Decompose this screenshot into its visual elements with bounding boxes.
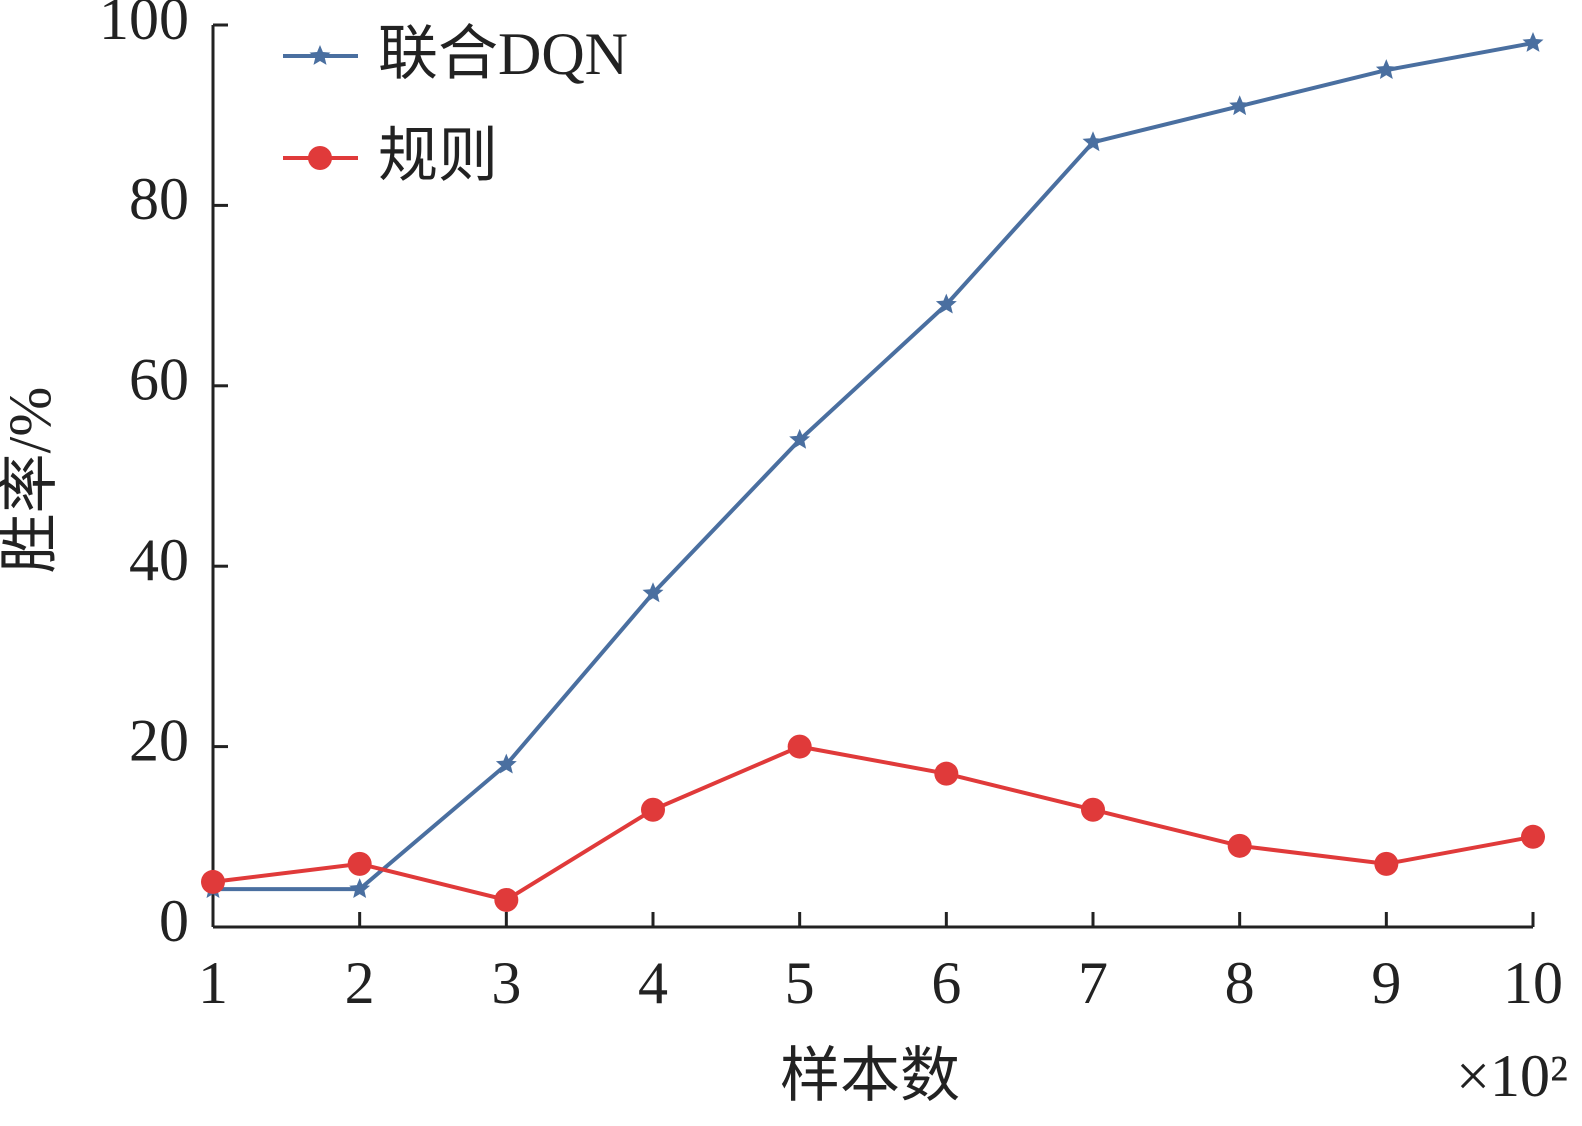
- legend-marker: [309, 45, 331, 65]
- marker: [935, 293, 957, 314]
- marker: [1081, 797, 1105, 822]
- marker: [347, 851, 372, 876]
- y-tick-label: 80: [129, 166, 189, 232]
- x-tick-label: 10: [1503, 950, 1563, 1016]
- x-tick-label: 1: [198, 950, 228, 1016]
- y-tick-label: 0: [159, 888, 189, 954]
- x-tick-label: 4: [638, 950, 668, 1016]
- marker: [1522, 32, 1544, 52]
- marker: [1521, 824, 1545, 849]
- y-tick-label: 20: [129, 707, 189, 773]
- marker: [641, 797, 665, 822]
- legend-marker: [308, 146, 332, 170]
- y-tick-label: 100: [99, 0, 189, 52]
- x-tick-label: 5: [785, 950, 815, 1016]
- marker: [494, 887, 519, 912]
- x-tick-label: 2: [345, 950, 375, 1016]
- marker: [1082, 131, 1104, 152]
- series-line: [213, 41, 1534, 892]
- x-tick-label: 6: [931, 950, 961, 1016]
- x-tick-label: 3: [491, 950, 521, 1016]
- marker: [787, 734, 812, 759]
- y-tick-label: 60: [129, 347, 189, 413]
- x-tick-label: 7: [1078, 950, 1108, 1016]
- marker: [349, 878, 371, 898]
- series-line: [212, 744, 1534, 903]
- legend-label: 规则: [378, 123, 498, 189]
- x-tick-label: 9: [1371, 950, 1401, 1016]
- y-tick-label: 40: [129, 527, 189, 593]
- x-tick-label: 8: [1225, 950, 1255, 1016]
- marker: [1374, 851, 1399, 876]
- marker: [642, 582, 664, 603]
- x-axis-label: 样本数: [780, 1043, 960, 1109]
- marker: [495, 753, 517, 774]
- marker: [934, 761, 959, 786]
- y-axis-label: 胜率/%: [0, 387, 63, 574]
- legend-label: 联合DQN: [378, 21, 628, 87]
- marker: [789, 428, 811, 449]
- marker: [1227, 833, 1252, 858]
- marker: [1375, 59, 1397, 79]
- x-multiplier: ×10²: [1456, 1043, 1568, 1109]
- marker: [1229, 95, 1251, 116]
- marker: [201, 869, 225, 894]
